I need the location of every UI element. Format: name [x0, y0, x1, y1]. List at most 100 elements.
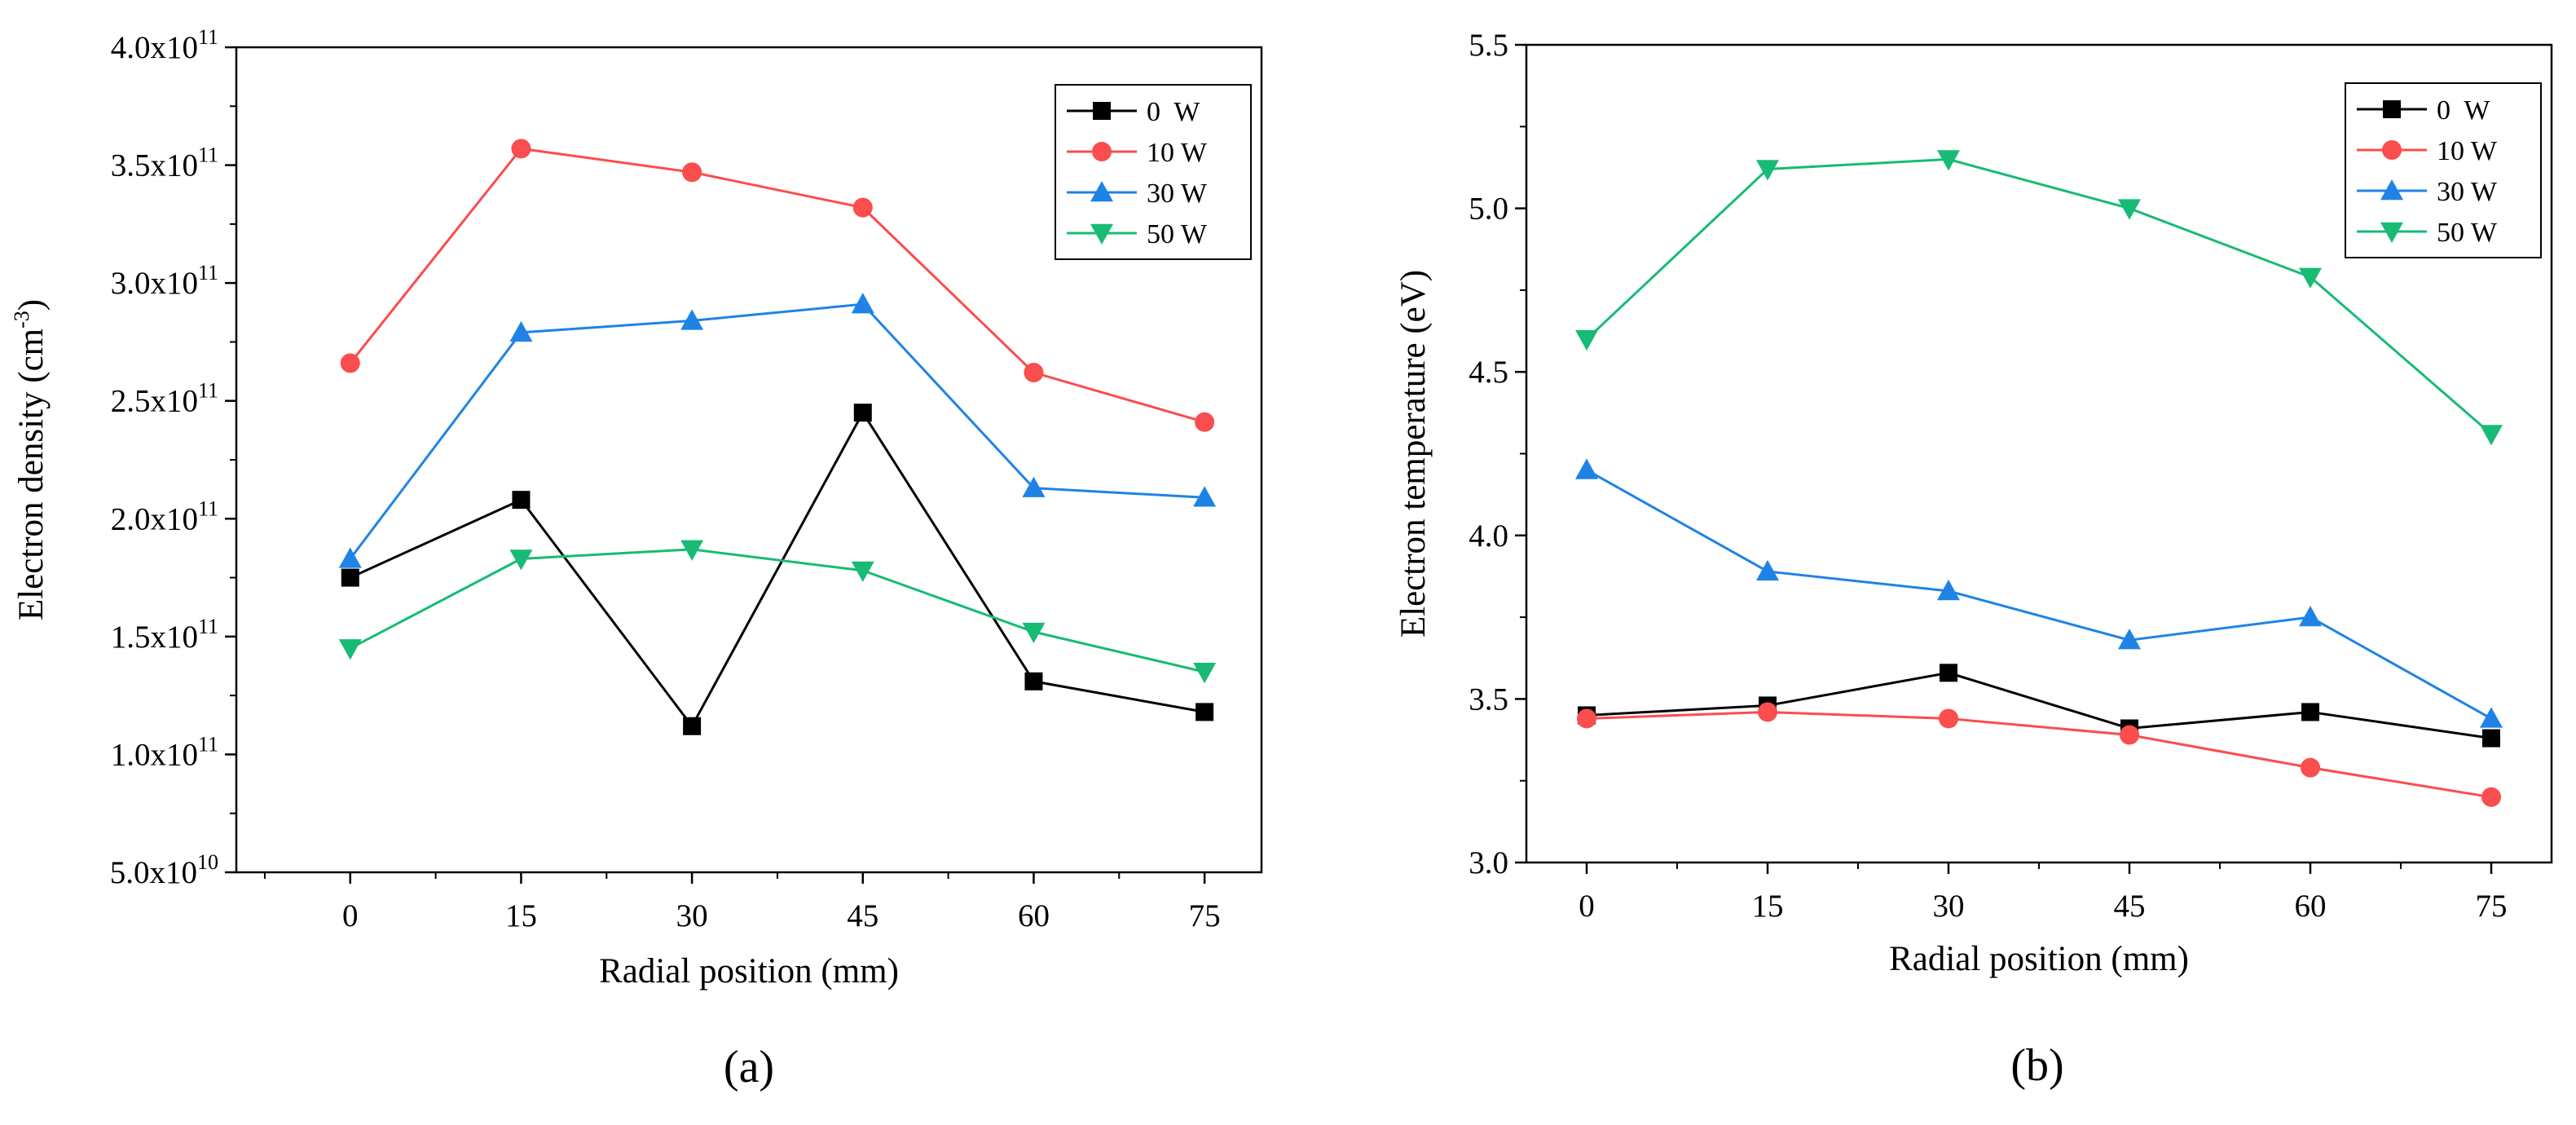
legend-marker	[1090, 181, 1113, 202]
y-tick-label: 3.0	[1469, 845, 1508, 880]
data-point	[2299, 267, 2322, 289]
data-point	[1575, 458, 1598, 479]
data-point	[1940, 664, 1957, 682]
y-tick-mantissa: 2.0x10	[111, 501, 198, 536]
series-line	[1586, 469, 2492, 720]
data-point	[680, 540, 704, 561]
legend-label: 10 W	[1147, 138, 1208, 168]
y-tick-exponent: 11	[198, 496, 218, 520]
data-point	[2480, 707, 2503, 728]
data-point	[341, 568, 359, 587]
x-tick-label: 15	[505, 898, 537, 933]
y-axis-label: Electron temperature (eV)	[1394, 270, 1433, 638]
y-tick-label: 1.0x1011	[111, 732, 218, 772]
series-line	[1586, 710, 2492, 799]
data-point	[512, 491, 531, 510]
x-tick-label: 75	[1189, 898, 1221, 933]
series-2	[338, 293, 1217, 568]
x-tick-label: 15	[1752, 889, 1784, 924]
data-point	[2480, 425, 2503, 446]
series-line	[349, 147, 1205, 424]
y-tick-exponent: 11	[198, 25, 218, 49]
x-tick-label: 0	[1579, 889, 1595, 924]
y-tick-label: 3.5x1011	[111, 143, 218, 183]
data-point	[509, 549, 533, 571]
data-point	[682, 162, 702, 183]
panel-label: (b)	[2010, 1040, 2063, 1091]
y-tick-label: 5.0x1010	[110, 850, 218, 890]
data-point	[1193, 663, 1217, 684]
data-point	[338, 639, 362, 660]
y-tick-label: 3.5	[1469, 682, 1508, 717]
series-1	[340, 139, 1215, 432]
y-tick-label: 3.0x1011	[111, 261, 218, 301]
series-line	[350, 410, 1205, 729]
y-tick-exponent: 11	[198, 615, 218, 638]
data-point	[853, 404, 872, 422]
x-axis-label: Radial position (mm)	[599, 952, 899, 990]
data-point	[2481, 787, 2501, 807]
y-tick-mantissa: 1.0x10	[111, 737, 198, 772]
legend-label: 30 W	[1147, 179, 1208, 209]
data-point	[2301, 703, 2319, 721]
y-tick-label: 1.5x1011	[111, 615, 218, 655]
x-tick-label: 75	[2476, 889, 2508, 924]
x-tick-label: 60	[2295, 889, 2327, 924]
series-3	[338, 540, 1217, 684]
data-point	[2482, 729, 2500, 748]
data-point	[683, 717, 702, 735]
series-3	[1575, 150, 2503, 446]
legend-label: 50 W	[2437, 218, 2498, 248]
data-point	[1939, 708, 1958, 729]
y-tick-exponent: 10	[197, 850, 218, 874]
legend-label: 0 W	[1147, 97, 1200, 127]
data-point	[1758, 702, 1777, 722]
y-axis-label-main: Electron density (cm	[12, 329, 51, 620]
data-point	[1756, 160, 1779, 181]
legend-marker	[2380, 179, 2403, 201]
data-point	[2118, 629, 2141, 650]
series-line	[349, 302, 1205, 560]
x-tick-label: 30	[676, 898, 708, 933]
x-tick-label: 30	[1933, 889, 1965, 924]
y-tick-mantissa: 2.5x10	[111, 384, 198, 419]
data-point	[1195, 412, 1215, 432]
legend-label: 10 W	[2437, 136, 2498, 166]
legend-box	[2345, 82, 2542, 258]
panel-label: (a)	[724, 1042, 774, 1092]
data-point	[1937, 150, 1960, 171]
data-point	[1022, 622, 1046, 644]
data-point	[2118, 199, 2141, 220]
series-0	[341, 404, 1214, 735]
data-point	[852, 197, 873, 218]
legend-marker	[2383, 100, 2401, 118]
y-axis-label-close: )	[12, 299, 51, 311]
legend-box	[1055, 84, 1252, 260]
y-tick-mantissa: 4.0x10	[111, 30, 198, 65]
series-line	[350, 548, 1205, 673]
x-tick-label: 60	[1018, 898, 1050, 933]
data-point	[1022, 476, 1046, 497]
x-axis-label: Radial position (mm)	[1889, 940, 2189, 978]
x-tick-label: 45	[2114, 889, 2146, 924]
series-0	[1578, 664, 2500, 748]
y-tick-exponent: 11	[198, 732, 218, 756]
y-tick-label: 4.5	[1469, 355, 1508, 390]
data-point	[1024, 672, 1043, 690]
data-point	[1024, 363, 1044, 383]
data-point	[1575, 329, 1598, 351]
data-point	[2299, 606, 2322, 627]
data-point	[1937, 580, 1960, 601]
y-tick-label: 5.5	[1469, 28, 1508, 63]
y-tick-label: 2.5x1011	[111, 379, 218, 419]
y-tick-exponent: 11	[198, 143, 218, 167]
y-axis-label: Electron density (cm-3)	[10, 299, 51, 620]
data-point	[2301, 757, 2320, 778]
data-point	[338, 547, 362, 568]
legend-label: 30 W	[2437, 177, 2498, 207]
data-point	[1756, 559, 1779, 581]
y-axis-label-sup: -3	[10, 311, 33, 329]
y-tick-mantissa: 5.0x10	[110, 855, 197, 890]
legend-label: 0 W	[2437, 95, 2490, 126]
